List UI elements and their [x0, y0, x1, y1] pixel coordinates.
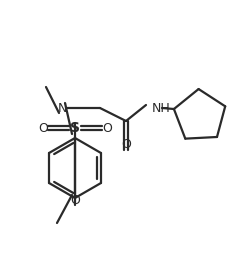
Text: O: O: [102, 122, 111, 134]
Text: N: N: [57, 102, 67, 115]
Text: O: O: [70, 193, 80, 206]
Text: O: O: [121, 139, 131, 151]
Text: NH: NH: [151, 102, 170, 115]
Text: S: S: [70, 121, 80, 135]
Text: O: O: [38, 122, 48, 134]
